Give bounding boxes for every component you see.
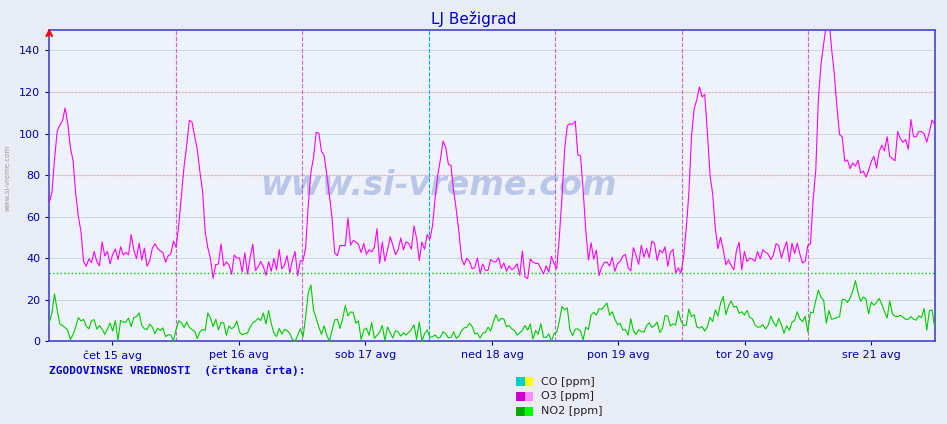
Text: NO2 [ppm]: NO2 [ppm] — [541, 406, 602, 416]
Text: www.si-vreme.com: www.si-vreme.com — [260, 169, 617, 202]
Text: CO [ppm]: CO [ppm] — [541, 377, 595, 387]
Text: www.si-vreme.com: www.si-vreme.com — [5, 145, 10, 211]
Text: O3 [ppm]: O3 [ppm] — [541, 391, 594, 402]
Text: LJ Bežigrad: LJ Bežigrad — [431, 11, 516, 27]
Text: ZGODOVINSKE VREDNOSTI  (črtkana črta):: ZGODOVINSKE VREDNOSTI (črtkana črta): — [49, 366, 306, 376]
